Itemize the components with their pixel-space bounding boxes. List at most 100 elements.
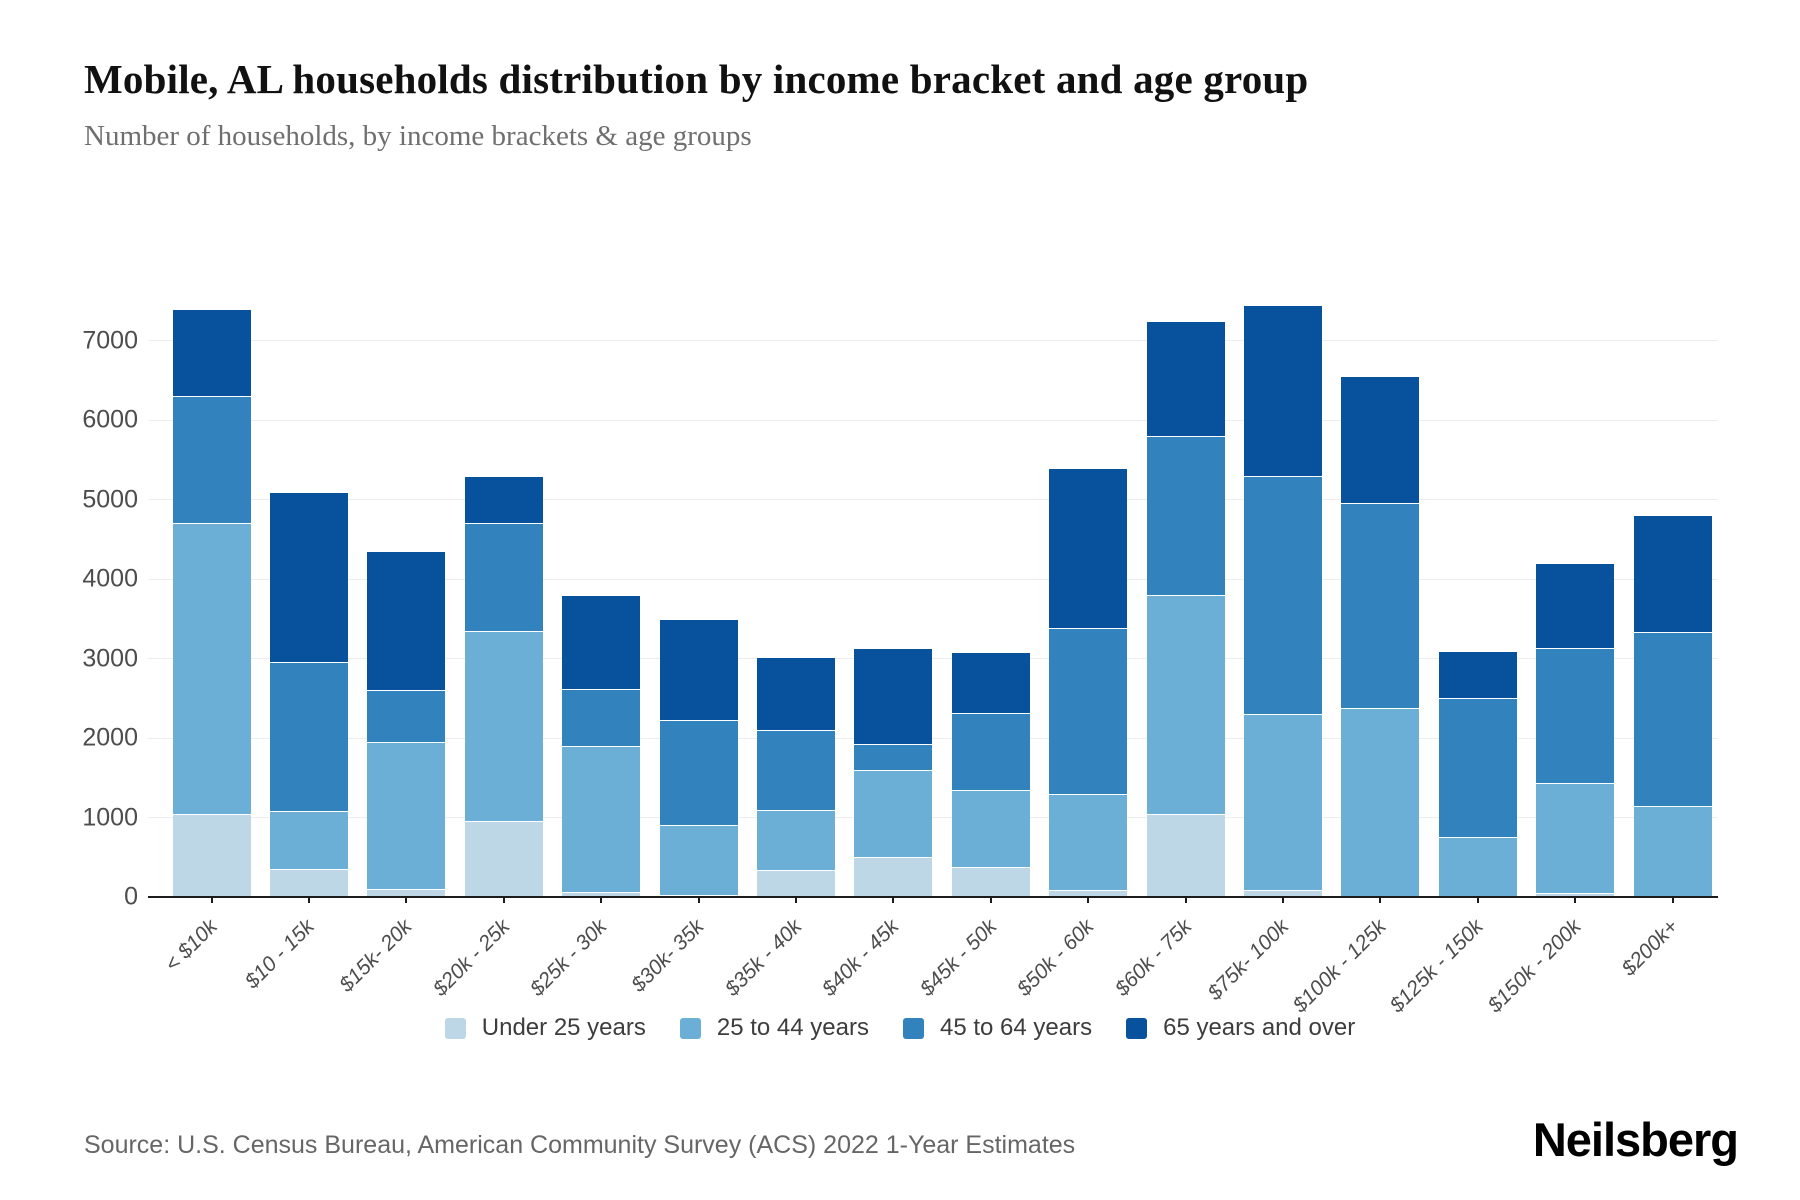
bar-segment-$10 - 15k-Under 25 years[interactable] bbox=[270, 869, 348, 897]
y-axis-tick-label: 3000 bbox=[82, 644, 138, 672]
bar-segment-$100k - 125k-45 to 64 years[interactable] bbox=[1341, 503, 1420, 708]
bar-segment-$20k - 25k-45 to 64 years[interactable] bbox=[464, 523, 543, 631]
bar-segment-$15k- 20k-Under 25 years[interactable] bbox=[367, 889, 446, 897]
bar-segment-$150k - 200k-45 to 64 years[interactable] bbox=[1536, 648, 1615, 784]
bar-segment-$45k - 50k-45 to 64 years[interactable] bbox=[951, 712, 1030, 790]
bar-segment-$25k - 30k-Under 25 years[interactable] bbox=[562, 892, 641, 897]
legend-label: 65 years and over bbox=[1163, 1014, 1356, 1041]
bar-segment-$20k - 25k-25 to 44 years[interactable] bbox=[464, 630, 543, 822]
x-axis-tick-label: $20k - 25k bbox=[428, 915, 515, 1001]
x-axis-tick bbox=[892, 897, 895, 903]
y-axis-tick-label: 5000 bbox=[82, 485, 138, 513]
bar-segment-$30k- 35k-25 to 44 years[interactable] bbox=[659, 825, 738, 895]
bar-segment-$60k - 75k-45 to 64 years[interactable] bbox=[1146, 435, 1225, 595]
y-axis-tick-label: 7000 bbox=[82, 326, 138, 354]
bar-segment-$125k - 150k-65 years and over[interactable] bbox=[1438, 650, 1517, 699]
bar-segment-$50k - 60k-65 years and over[interactable] bbox=[1049, 467, 1128, 629]
bar-segment-$35k - 40k-65 years and over[interactable] bbox=[757, 656, 835, 731]
bar-segment-$25k - 30k-25 to 44 years[interactable] bbox=[562, 745, 641, 893]
bar-segment-$40k - 45k-Under 25 years[interactable] bbox=[854, 857, 933, 897]
bar-segment-$45k - 50k-65 years and over[interactable] bbox=[951, 652, 1030, 713]
bar-segment-$75k- 100k-Under 25 years[interactable] bbox=[1244, 889, 1322, 897]
bar-segment-$60k - 75k-25 to 44 years[interactable] bbox=[1146, 594, 1225, 814]
legend-swatch-icon bbox=[444, 1017, 466, 1039]
bar-segment-< $10k-25 to 44 years[interactable] bbox=[172, 523, 251, 814]
x-axis-tick-label: $200k+ bbox=[1617, 915, 1683, 981]
bar-segment-$35k - 40k-25 to 44 years[interactable] bbox=[757, 809, 835, 870]
bar-segment-$150k - 200k-Under 25 years[interactable] bbox=[1536, 893, 1615, 897]
x-axis-line bbox=[148, 896, 1718, 898]
legend-item-Under 25 years[interactable]: Under 25 years bbox=[444, 1014, 646, 1042]
bar-segment-$60k - 75k-65 years and over[interactable] bbox=[1146, 320, 1225, 436]
bar-segment-$15k- 20k-65 years and over[interactable] bbox=[367, 551, 446, 691]
x-axis-tick bbox=[697, 897, 700, 903]
bar-segment-$150k - 200k-25 to 44 years[interactable] bbox=[1536, 783, 1615, 894]
x-axis-tick bbox=[1087, 897, 1090, 903]
legend-label: 45 to 64 years bbox=[939, 1014, 1093, 1041]
source-note: Source: U.S. Census Bureau, American Com… bbox=[84, 1131, 1076, 1159]
bar-segment-$10 - 15k-25 to 44 years[interactable] bbox=[270, 811, 348, 870]
bar-segment-$10 - 15k-45 to 64 years[interactable] bbox=[270, 662, 348, 812]
bar-segment-$50k - 60k-25 to 44 years[interactable] bbox=[1049, 793, 1128, 890]
bar-segment-$30k- 35k-Under 25 years[interactable] bbox=[659, 894, 738, 897]
x-axis-tick-label: $75k- 100k bbox=[1203, 915, 1294, 1005]
x-axis-tick bbox=[1379, 897, 1382, 903]
x-axis-tick-label: $40k - 45k bbox=[818, 915, 904, 1001]
bar-segment-$35k - 40k-45 to 64 years[interactable] bbox=[757, 730, 835, 810]
gridline-y-4000 bbox=[148, 578, 1718, 580]
legend-item-45 to 64 years[interactable]: 45 to 64 years bbox=[902, 1014, 1093, 1042]
bar-segment-$45k - 50k-Under 25 years[interactable] bbox=[951, 866, 1030, 897]
bar-segment-$75k- 100k-25 to 44 years[interactable] bbox=[1244, 714, 1322, 890]
x-axis-tick-label: $10 - 15k bbox=[241, 915, 320, 994]
x-axis-tick-label: $35k - 40k bbox=[720, 915, 807, 1001]
gridline-y-3000 bbox=[148, 658, 1718, 659]
bar-segment-$40k - 45k-65 years and over[interactable] bbox=[854, 648, 933, 744]
bar-segment-$30k- 35k-45 to 64 years[interactable] bbox=[659, 719, 738, 826]
x-axis-tick bbox=[989, 897, 992, 903]
bar-segment-$75k- 100k-45 to 64 years[interactable] bbox=[1244, 475, 1322, 715]
bar-segment-< $10k-65 years and over[interactable] bbox=[172, 308, 251, 397]
x-axis-tick-label: $45k - 50k bbox=[915, 915, 1002, 1001]
bar-segment-$125k - 150k-45 to 64 years[interactable] bbox=[1438, 698, 1517, 838]
legend-item-65 years and over[interactable]: 65 years and over bbox=[1126, 1014, 1355, 1042]
bar-segment-$45k - 50k-25 to 44 years[interactable] bbox=[951, 789, 1030, 867]
legend-swatch-icon bbox=[679, 1017, 701, 1039]
bar-segment-$15k- 20k-45 to 64 years[interactable] bbox=[367, 690, 446, 742]
x-axis-tick bbox=[405, 897, 408, 903]
bar-segment-$25k - 30k-65 years and over[interactable] bbox=[562, 594, 641, 689]
bar-segment-$15k- 20k-25 to 44 years[interactable] bbox=[367, 741, 446, 890]
y-axis-tick-label: 0 bbox=[124, 882, 138, 911]
bar-segment-$60k - 75k-Under 25 years[interactable] bbox=[1146, 813, 1225, 897]
bar-segment-< $10k-45 to 64 years[interactable] bbox=[172, 396, 251, 524]
x-axis-tick-label: $150k - 200k bbox=[1483, 915, 1586, 1018]
x-axis-tick-label: $125k - 150k bbox=[1385, 915, 1489, 1018]
bar-segment-$75k- 100k-65 years and over[interactable] bbox=[1244, 304, 1322, 476]
x-axis-tick-label: $25k - 30k bbox=[525, 915, 612, 1001]
bar-segment-$20k - 25k-65 years and over[interactable] bbox=[464, 475, 543, 524]
bar-segment-$30k- 35k-65 years and over[interactable] bbox=[659, 618, 738, 720]
bar-segment-$100k - 125k-25 to 44 years[interactable] bbox=[1341, 707, 1420, 897]
x-axis-tick-label: < $10k bbox=[160, 915, 222, 977]
legend-item-25 to 44 years[interactable]: 25 to 44 years bbox=[679, 1014, 869, 1042]
bar-segment-$200k+-65 years and over[interactable] bbox=[1633, 515, 1712, 633]
bar-segment-$200k+-25 to 44 years[interactable] bbox=[1633, 805, 1712, 897]
gridline-y-5000 bbox=[148, 499, 1718, 500]
bar-segment-$40k - 45k-45 to 64 years[interactable] bbox=[854, 743, 933, 770]
bar-segment-$50k - 60k-Under 25 years[interactable] bbox=[1049, 889, 1128, 897]
bar-segment-< $10k-Under 25 years[interactable] bbox=[172, 813, 251, 897]
bar-segment-$100k - 125k-65 years and over[interactable] bbox=[1341, 376, 1420, 504]
bar-segment-$200k+-45 to 64 years[interactable] bbox=[1633, 632, 1712, 806]
bar-segment-$40k - 45k-25 to 44 years[interactable] bbox=[854, 769, 933, 858]
x-axis-tick-label: $60k - 75k bbox=[1110, 915, 1196, 1001]
bar-segment-$10 - 15k-65 years and over[interactable] bbox=[270, 491, 348, 663]
bar-segment-$25k - 30k-45 to 64 years[interactable] bbox=[562, 688, 641, 746]
bar-segment-$150k - 200k-65 years and over[interactable] bbox=[1536, 563, 1615, 649]
bar-segment-$125k - 150k-25 to 44 years[interactable] bbox=[1438, 837, 1517, 897]
bar-segment-$50k - 60k-45 to 64 years[interactable] bbox=[1049, 628, 1128, 794]
y-axis-tick-label: 6000 bbox=[82, 405, 138, 434]
legend: Under 25 years 25 to 44 years 45 to 64 yea… bbox=[0, 1014, 1800, 1042]
x-axis-tick-label: $100k - 125k bbox=[1288, 915, 1391, 1018]
bar-segment-$35k - 40k-Under 25 years[interactable] bbox=[757, 869, 835, 897]
bar-segment-$20k - 25k-Under 25 years[interactable] bbox=[464, 821, 543, 897]
x-axis-tick-label: $30k- 35k bbox=[627, 915, 709, 997]
